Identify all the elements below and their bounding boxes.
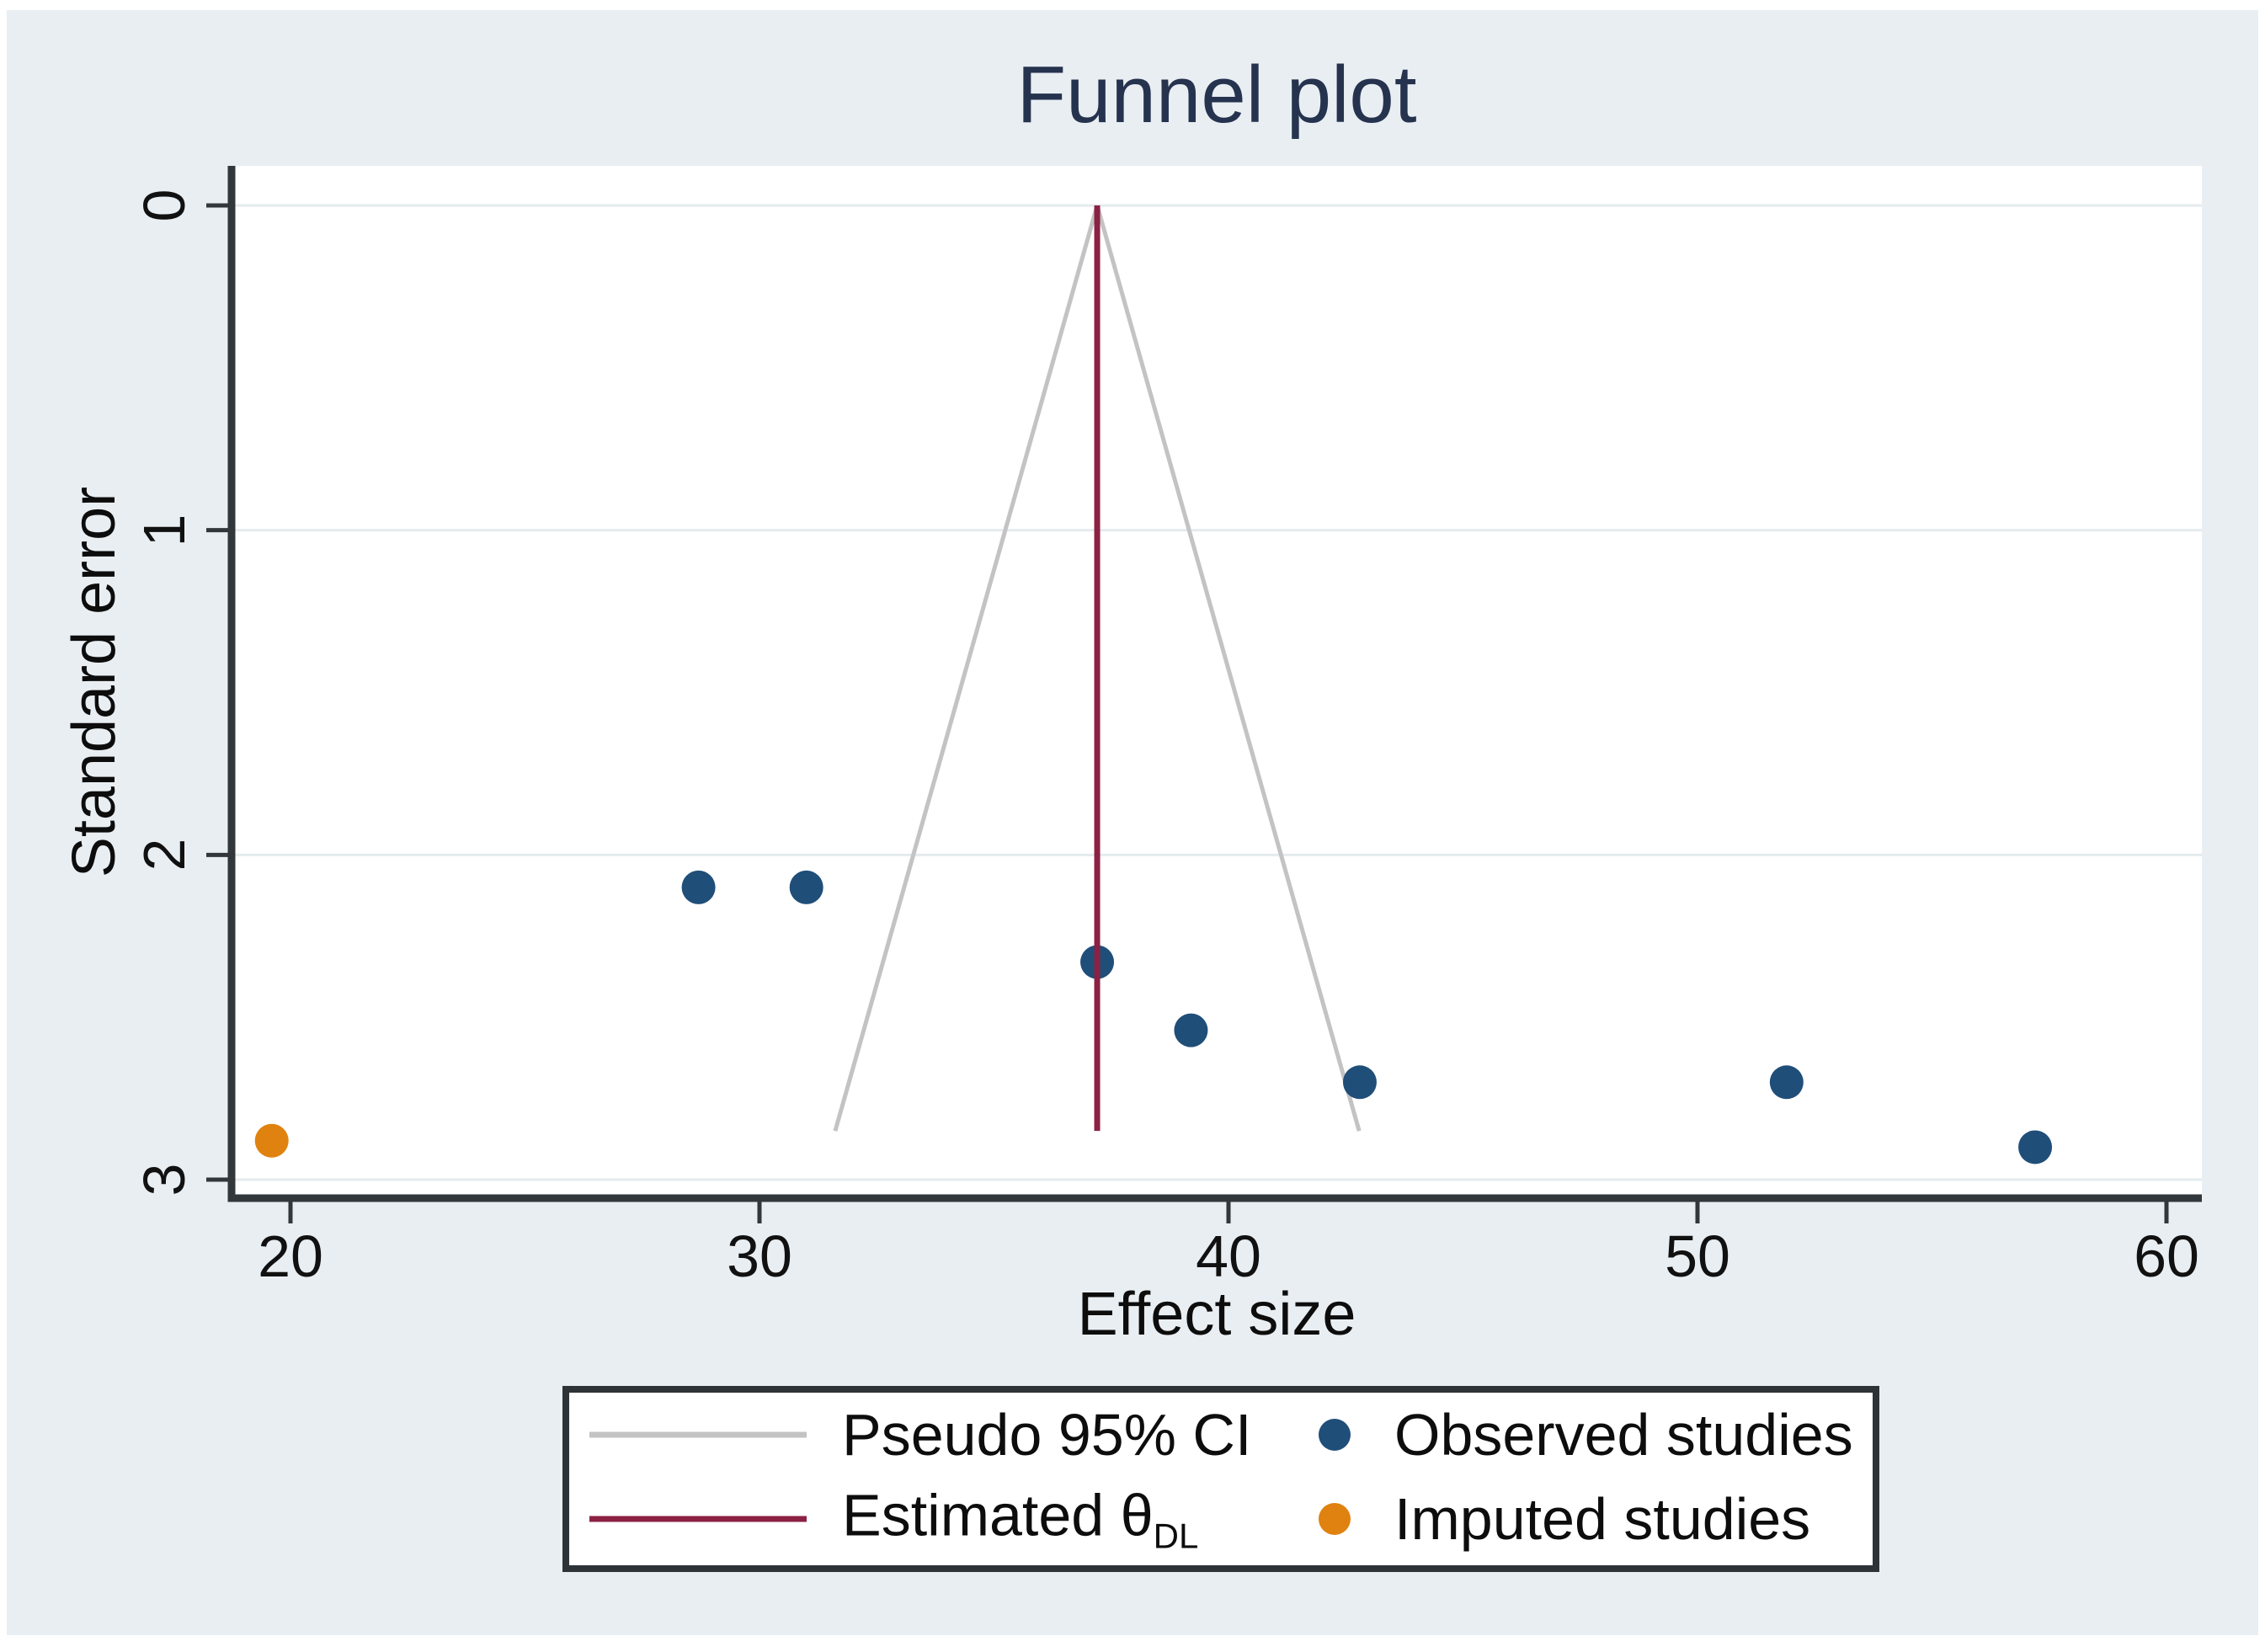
- legend-label-imputed-studies: Imputed studies: [1394, 1486, 1811, 1552]
- x-tick-label-30: 30: [727, 1223, 792, 1289]
- observed-study-dot: [2018, 1130, 2053, 1164]
- y-tick-label-3: 3: [131, 1163, 197, 1196]
- estimated-theta-text: Estimated θ: [842, 1482, 1154, 1548]
- legend-label-estimated-theta: Estimated θDL: [842, 1482, 1198, 1557]
- plot-canvas: [206, 166, 2202, 1223]
- legend-label-observed-studies: Observed studies: [1394, 1402, 1853, 1468]
- pseudo-ci-left-line: [833, 205, 1100, 1132]
- y-axis-title: Standard error: [61, 486, 128, 878]
- y-tick-label-2: 2: [131, 838, 197, 871]
- y-tick-label-1: 1: [131, 514, 197, 547]
- observed-study-dot: [681, 870, 716, 904]
- x-axis-title: Effect size: [1077, 1281, 1356, 1348]
- observed-studies-marker-sample: [1319, 1419, 1351, 1451]
- estimated-theta-line-sample: [589, 1516, 807, 1522]
- x-tick-label-50: 50: [1665, 1223, 1730, 1289]
- observed-study-dot: [1342, 1065, 1377, 1100]
- pseudo-ci-line-sample: [589, 1431, 807, 1438]
- y-tick-label-0: 0: [131, 189, 197, 222]
- x-tick-label-60: 60: [2134, 1223, 2199, 1289]
- estimated-theta-subscript: DL: [1153, 1516, 1199, 1556]
- legend: Pseudo 95% CI Observed studies Estimated…: [562, 1386, 1879, 1572]
- legend-label-pseudo-ci: Pseudo 95% CI: [842, 1402, 1252, 1468]
- observed-study-dot: [1174, 1013, 1208, 1047]
- observed-study-dot: [789, 870, 823, 904]
- x-tick-label-20: 20: [258, 1223, 323, 1289]
- chart-title: Funnel plot: [1016, 50, 1417, 140]
- imputed-study-dot: [254, 1123, 289, 1158]
- pseudo-ci-right-line: [1095, 205, 1362, 1132]
- plot-area: [206, 166, 2202, 1223]
- observed-study-dot: [1769, 1065, 1804, 1100]
- imputed-studies-marker-sample: [1319, 1503, 1351, 1535]
- x-tick-label-40: 40: [1196, 1223, 1261, 1289]
